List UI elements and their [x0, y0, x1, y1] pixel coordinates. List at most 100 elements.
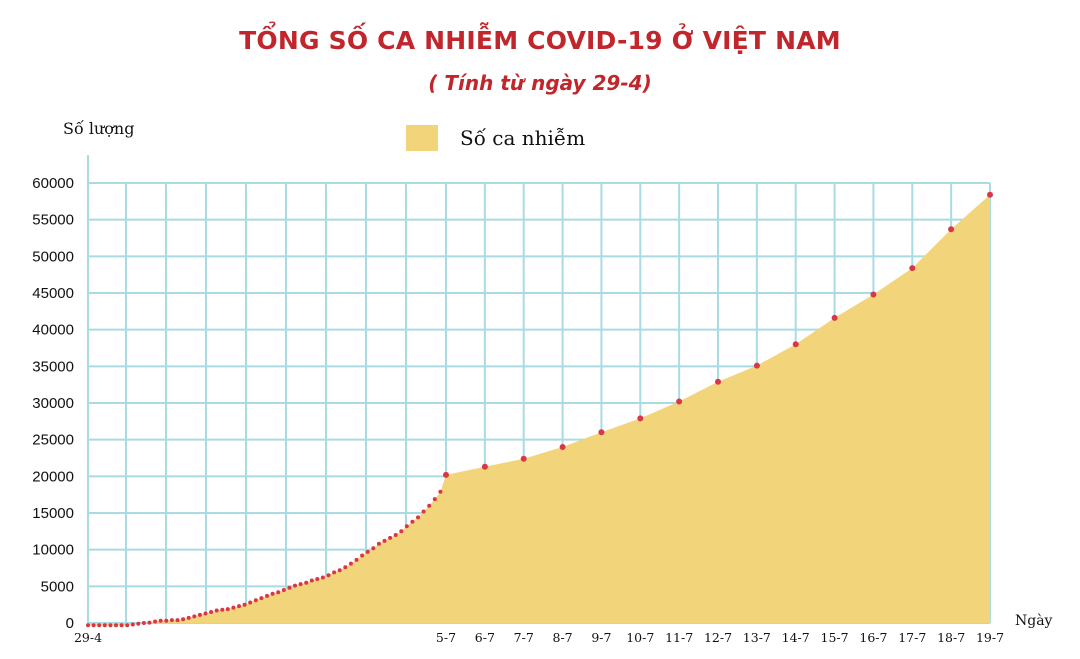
data-point: [309, 578, 314, 583]
x-tick-label: 18-7: [937, 630, 965, 645]
data-point: [158, 618, 163, 623]
data-point: [326, 573, 331, 578]
data-point: [186, 615, 191, 620]
data-point: [421, 509, 426, 514]
data-point: [141, 621, 146, 625]
data-point: [376, 541, 381, 546]
y-tick-label: 50000: [32, 248, 74, 265]
data-point: [281, 588, 286, 592]
data-point: [320, 575, 325, 580]
data-point: [214, 608, 219, 613]
data-point: [948, 226, 955, 233]
data-point: [348, 561, 353, 566]
data-point: [371, 546, 376, 551]
data-point: [237, 604, 241, 609]
data-point: [715, 378, 721, 385]
y-tick-label: 0: [66, 615, 74, 632]
data-point: [253, 598, 258, 603]
chart-title: TỔNG SỐ CA NHIỄM COVID-19 Ở VIỆT NAM: [239, 26, 841, 55]
data-point: [332, 570, 337, 575]
data-point: [97, 623, 102, 628]
data-point: [427, 503, 432, 508]
data-point: [86, 623, 90, 628]
data-point: [520, 455, 527, 462]
y-tick-label: 35000: [32, 358, 74, 375]
data-point: [393, 533, 398, 537]
data-point: [265, 593, 269, 598]
y-tick-label: 55000: [32, 212, 74, 229]
data-point: [270, 591, 275, 596]
data-point: [438, 489, 443, 494]
data-point: [382, 538, 387, 543]
data-point: [209, 610, 214, 614]
data-point: [181, 617, 186, 622]
y-tick-label: 25000: [32, 432, 74, 449]
legend-swatch: [406, 125, 438, 151]
data-point: [315, 577, 320, 581]
data-point: [598, 429, 605, 436]
x-tick-label: 7-7: [514, 630, 534, 645]
data-point: [164, 618, 169, 623]
x-tick-label: 15-7: [821, 630, 849, 645]
data-point: [987, 191, 993, 198]
data-point: [102, 623, 107, 628]
y-tick-label: 15000: [32, 505, 74, 522]
data-point: [276, 590, 281, 595]
y-tick-label: 30000: [32, 395, 74, 412]
data-point: [242, 602, 247, 607]
data-point: [360, 553, 365, 558]
data-point: [365, 549, 370, 554]
data-point: [225, 607, 230, 612]
x-tick-label: 10-7: [626, 630, 654, 645]
y-axis-label: Số lượng: [63, 119, 135, 138]
data-point: [416, 515, 420, 520]
data-point: [248, 600, 253, 605]
x-tick-label: 5-7: [436, 630, 456, 645]
data-point: [119, 623, 124, 628]
x-tick-label: 29-4: [74, 630, 102, 645]
y-tick-label: 10000: [32, 542, 74, 559]
data-point: [354, 557, 359, 562]
data-point: [304, 580, 309, 585]
data-point: [676, 398, 683, 405]
data-point: [637, 415, 644, 422]
x-tick-label: 8-7: [553, 630, 573, 645]
data-point: [197, 612, 202, 617]
data-point: [443, 471, 449, 478]
series-area: [88, 194, 990, 626]
data-point: [169, 618, 174, 623]
data-point: [831, 314, 838, 321]
data-point: [388, 535, 393, 540]
x-tick-label: 13-7: [743, 630, 771, 645]
x-tick-label: 6-7: [475, 630, 495, 645]
data-point: [259, 596, 264, 601]
y-tick-label: 40000: [32, 322, 74, 339]
x-axis-label: Ngày: [1015, 613, 1053, 629]
data-point: [792, 341, 799, 348]
data-point: [404, 524, 409, 529]
chart-subtitle: ( Tính từ ngày 29-4): [428, 71, 652, 95]
data-point: [147, 620, 152, 625]
data-point: [231, 605, 236, 610]
data-point: [153, 619, 158, 624]
data-point: [481, 463, 488, 470]
x-tick-label: 9-7: [591, 630, 611, 645]
x-tick-label: 11-7: [665, 630, 693, 645]
data-point: [287, 585, 292, 590]
x-tick-label: 17-7: [898, 630, 926, 645]
x-tick-label: 12-7: [704, 630, 732, 645]
data-point: [909, 265, 916, 272]
legend-label: Số ca nhiễm: [460, 126, 586, 150]
y-tick-label: 20000: [32, 468, 74, 485]
data-point: [203, 611, 208, 616]
y-tick-label: 45000: [32, 285, 74, 302]
x-tick-label: 16-7: [859, 630, 887, 645]
y-tick-label: 5000: [41, 578, 74, 595]
data-point: [293, 583, 297, 588]
data-point: [130, 622, 135, 627]
data-point: [298, 582, 303, 587]
data-point: [870, 291, 877, 298]
data-point: [343, 565, 348, 570]
data-point: [192, 614, 197, 619]
